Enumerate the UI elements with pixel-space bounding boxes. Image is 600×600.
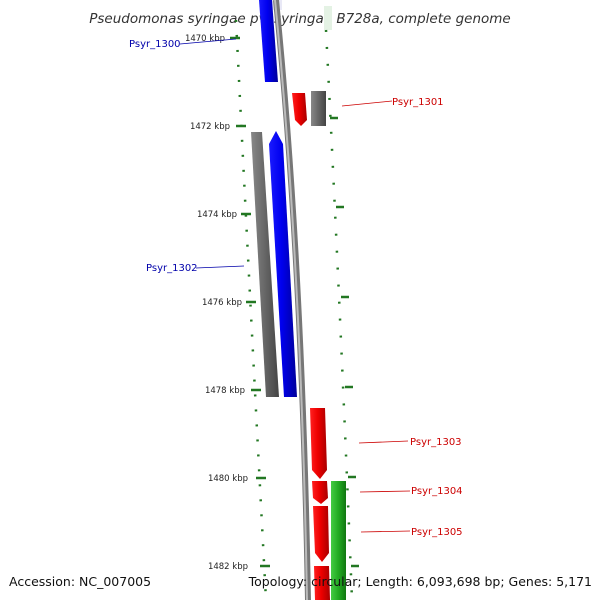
leader-line: [359, 490, 411, 493]
tick-label: 1470 kbp: [185, 34, 225, 44]
gene-label[interactable]: Psyr_1301: [392, 97, 444, 108]
gene-partial[interactable]: [314, 566, 330, 600]
gene-label[interactable]: Psyr_1303: [410, 437, 462, 448]
inner-gray-feature: [251, 132, 279, 397]
gene-psyr-1305[interactable]: [313, 506, 329, 562]
gene-psyr-1302[interactable]: [269, 131, 297, 397]
tick-labels: 1470 kbp 1472 kbp 1474 kbp 1476 kbp 1478…: [185, 34, 248, 572]
leader-line: [358, 440, 409, 444]
gene-label[interactable]: Psyr_1304: [411, 486, 463, 497]
genome-backbone-highlight: [274, 0, 308, 600]
leader-line: [195, 265, 245, 269]
gene-psyr-1304[interactable]: [312, 481, 328, 504]
tick-label: 1474 kbp: [197, 210, 237, 220]
gene-psyr-1303[interactable]: [310, 408, 327, 479]
accession-text: Accession: NC_007005: [9, 574, 151, 589]
tick-label: 1482 kbp: [208, 562, 248, 572]
gene-label[interactable]: Psyr_1302: [146, 263, 198, 274]
gene-label[interactable]: Psyr_1300: [129, 39, 181, 50]
gene-psyr-1301[interactable]: [292, 93, 307, 126]
tick-label: 1472 kbp: [190, 122, 230, 132]
green-feature: [331, 481, 346, 600]
track-shadow: [324, 6, 332, 30]
inner-tick-ring: [234, 19, 268, 600]
gene-label[interactable]: Psyr_1305: [411, 527, 463, 538]
tick-label: 1480 kbp: [208, 474, 248, 484]
tick-label: 1478 kbp: [205, 386, 245, 396]
leader-line: [179, 38, 237, 45]
map-title: Pseudomonas syringae pv. syringae B728a,…: [89, 11, 511, 27]
leader-line: [360, 530, 411, 533]
major-ticks: [230, 36, 359, 568]
tick-label: 1476 kbp: [202, 298, 242, 308]
outer-gray-feature: [311, 91, 326, 126]
genome-summary: Topology: circular; Length: 6,093,698 bp…: [248, 574, 592, 589]
leader-line: [341, 100, 393, 107]
gene-psyr-1300[interactable]: [259, 0, 278, 82]
